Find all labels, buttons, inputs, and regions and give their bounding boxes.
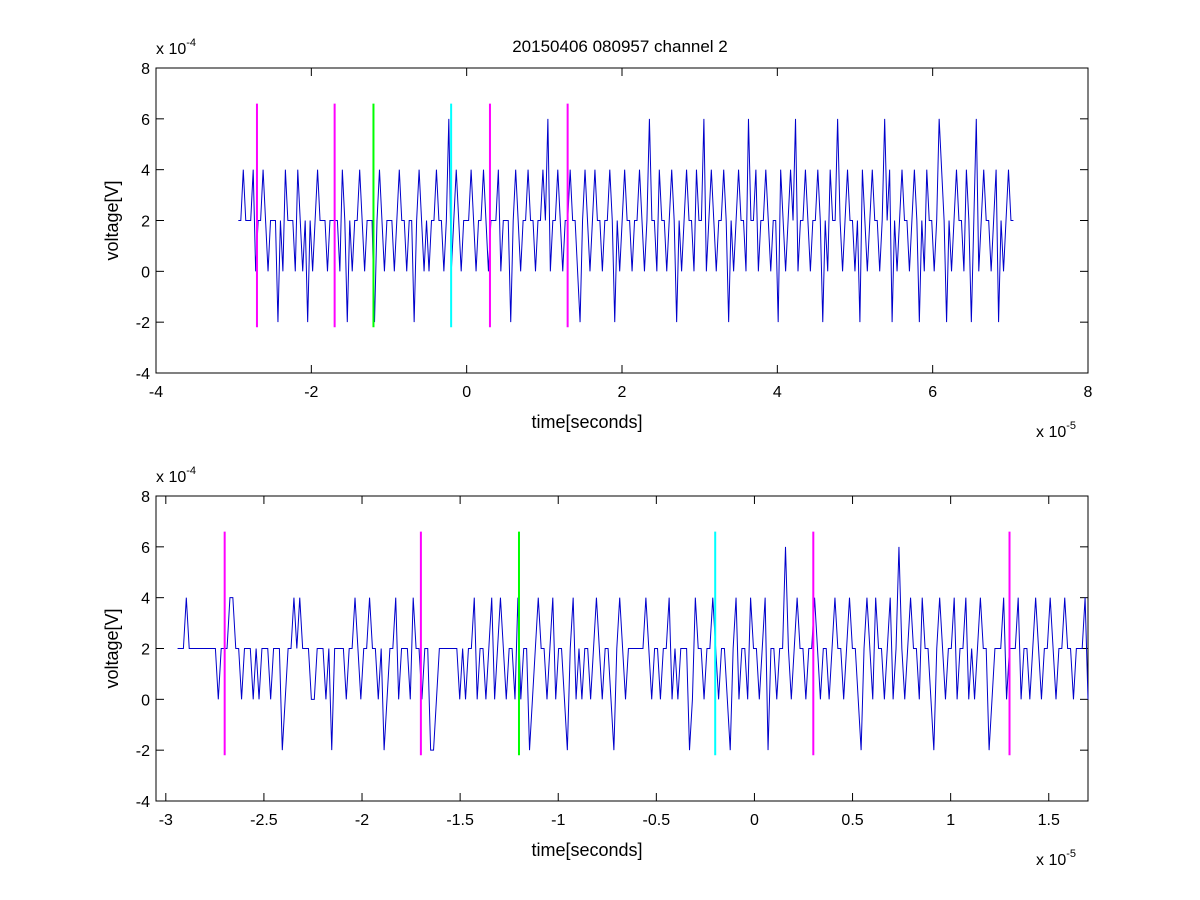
y-tick-label: 4 bbox=[141, 591, 150, 608]
y-axis-label: voltage[V] bbox=[102, 180, 122, 260]
y-tick-label: 2 bbox=[141, 642, 150, 659]
x-tick-label: 0 bbox=[750, 812, 759, 829]
x-tick-label: -4 bbox=[149, 384, 163, 401]
y-multiplier-label: x 10-4 bbox=[156, 465, 196, 486]
y-tick-label: -2 bbox=[136, 315, 150, 332]
signal-series-line bbox=[238, 118, 1014, 323]
x-axis-label: time[seconds] bbox=[531, 840, 642, 860]
bottom-plot: -3 -2.5 -2 -1.5 -1 -0.5 0 0.5 1 1.5 -4 -2 0 2 4 6 8 x 10-… bbox=[102, 465, 1089, 869]
x-tick-label: 6 bbox=[928, 384, 937, 401]
y-tick-label: 0 bbox=[141, 264, 150, 281]
x-tick-label: -2 bbox=[304, 384, 318, 401]
y-tick-label: 6 bbox=[141, 112, 150, 129]
top-plot: -4 -2 0 2 4 6 8 -4 -2 0 2 4 6 8 x 10-4 x 10-5 time[secon… bbox=[102, 37, 1093, 441]
x-tick-label: 4 bbox=[773, 384, 782, 401]
y-tick-label: -2 bbox=[136, 743, 150, 760]
y-multiplier-exponent: -4 bbox=[186, 37, 196, 49]
x-multiplier-exponent: -5 bbox=[1066, 420, 1076, 432]
y-tick-label: 2 bbox=[141, 214, 150, 231]
x-tick-label: 2 bbox=[618, 384, 627, 401]
x-multiplier-label: x 10-5 bbox=[1036, 848, 1076, 869]
x-multiplier-label: x 10-5 bbox=[1036, 420, 1076, 441]
x-tick-label: -2 bbox=[355, 812, 369, 829]
y-tick-label: -4 bbox=[136, 366, 150, 383]
x-tick-label: -1 bbox=[551, 812, 565, 829]
y-tick-label: 6 bbox=[141, 540, 150, 557]
y-tick-label: 4 bbox=[141, 163, 150, 180]
y-tick-label: 8 bbox=[141, 61, 150, 78]
x-tick-label: 0 bbox=[462, 384, 471, 401]
x-tick-label: 0.5 bbox=[841, 812, 863, 829]
x-tick-label: -3 bbox=[159, 812, 173, 829]
y-tick-label: 0 bbox=[141, 692, 150, 709]
y-tick-label: -4 bbox=[136, 794, 150, 811]
x-tick-label: -0.5 bbox=[643, 812, 671, 829]
x-tick-label: 8 bbox=[1084, 384, 1093, 401]
x-tick-label: -1.5 bbox=[446, 812, 474, 829]
x-tick-label: 1 bbox=[946, 812, 955, 829]
x-tick-label: 1.5 bbox=[1038, 812, 1060, 829]
x-multiplier-exponent: -5 bbox=[1066, 848, 1076, 860]
x-tick-label: -2.5 bbox=[250, 812, 278, 829]
signal-series-line bbox=[177, 546, 1089, 751]
y-tick-label: 8 bbox=[141, 489, 150, 506]
figure-title: 20150406 080957 channel 2 bbox=[512, 37, 728, 56]
y-multiplier-exponent: -4 bbox=[186, 465, 196, 477]
x-axis-label: time[seconds] bbox=[531, 412, 642, 432]
y-axis-label: voltage[V] bbox=[102, 608, 122, 688]
y-multiplier-label: x 10-4 bbox=[156, 37, 196, 58]
